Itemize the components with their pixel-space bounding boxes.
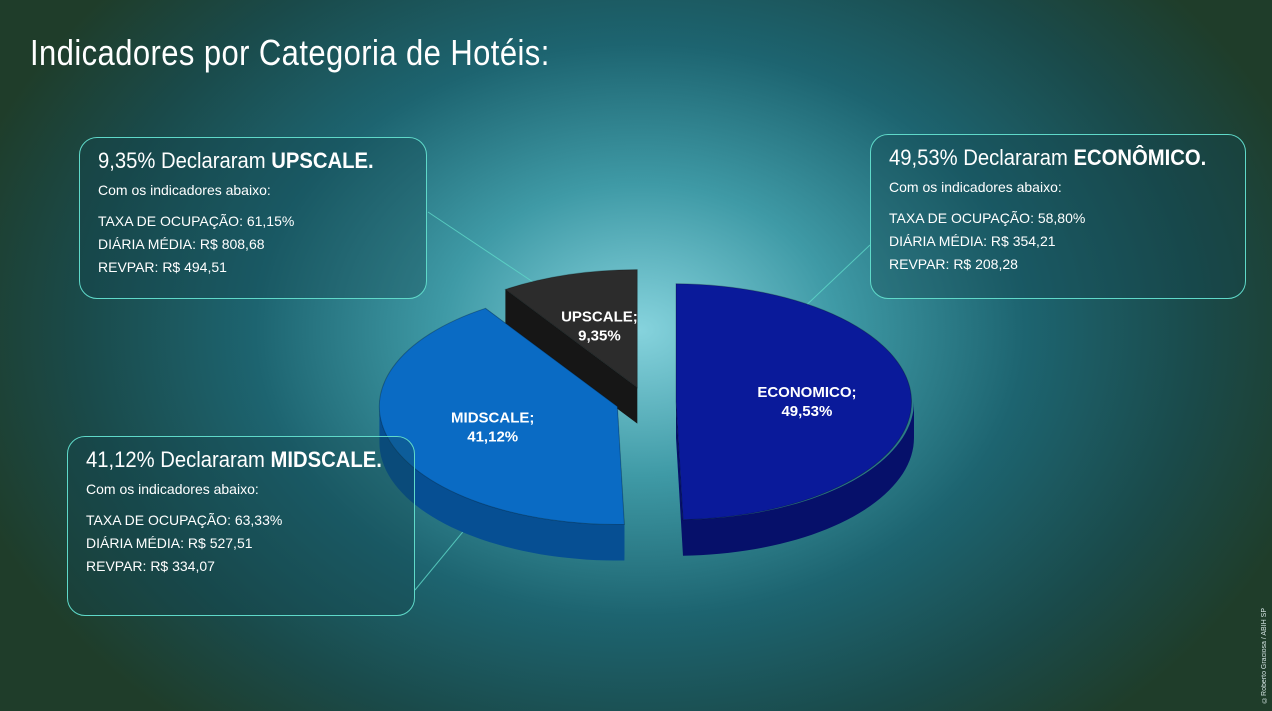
stat-occupancy: TAXA DE OCUPAÇÃO: 58,80% bbox=[889, 210, 1086, 226]
callout-headline: 9,35% Declararam UPSCALE. bbox=[98, 148, 374, 173]
pie-slice-labels: ECONOMICO; 49,53% MIDSCALE; 41,12% UPSCALE; 9… bbox=[451, 309, 856, 446]
pie-slice-upscale bbox=[504, 269, 638, 389]
stat-revpar: REVPAR: R$ 334,07 bbox=[86, 558, 215, 574]
callout-upscale: 9,35% Declararam UPSCALE. Com os indicad… bbox=[79, 137, 427, 299]
callout-subtitle: Com os indicadores abaixo: bbox=[98, 182, 271, 198]
pie-label-midscale: MIDSCALE; 41,12% bbox=[451, 409, 534, 445]
pie-label-economico: ECONOMICO; 49,53% bbox=[757, 384, 856, 420]
callout-subtitle: Com os indicadores abaixo: bbox=[889, 179, 1062, 195]
stat-occupancy: TAXA DE OCUPAÇÃO: 63,33% bbox=[86, 512, 283, 528]
photo-credit: ©Roberto Graciosa / ABIH SP bbox=[1261, 608, 1268, 703]
stat-daily-rate: DIÁRIA MÉDIA: R$ 354,21 bbox=[889, 233, 1056, 249]
stat-revpar: REVPAR: R$ 494,51 bbox=[98, 259, 227, 275]
callout-subtitle: Com os indicadores abaixo: bbox=[86, 481, 259, 497]
pie-slice-economico bbox=[675, 283, 912, 521]
callout-economico: 49,53% Declararam ECONÔMICO. Com os indi… bbox=[870, 134, 1246, 299]
pie-label-upscale: UPSCALE; 9,35% bbox=[561, 309, 638, 345]
stat-daily-rate: DIÁRIA MÉDIA: R$ 808,68 bbox=[98, 236, 265, 252]
callout-midscale: 41,12% Declararam MIDSCALE. Com os indic… bbox=[67, 436, 415, 616]
stat-daily-rate: DIÁRIA MÉDIA: R$ 527,51 bbox=[86, 535, 253, 551]
pie-side-economico bbox=[683, 401, 914, 556]
pie-cutface-economico-1 bbox=[675, 401, 683, 556]
pie-side-midscale bbox=[379, 406, 625, 561]
pie-slice-tops bbox=[378, 269, 912, 526]
page-title: Indicadores por Categoria de Hotéis: bbox=[30, 32, 550, 73]
stat-revpar: REVPAR: R$ 208,28 bbox=[889, 256, 1018, 272]
stat-occupancy: TAXA DE OCUPAÇÃO: 61,15% bbox=[98, 213, 295, 229]
pie-slice-midscale bbox=[378, 307, 625, 526]
callout-headline: 41,12% Declararam MIDSCALE. bbox=[86, 447, 382, 472]
callout-headline: 49,53% Declararam ECONÔMICO. bbox=[889, 145, 1207, 170]
pie-cutface-upscale-0 bbox=[505, 289, 638, 424]
